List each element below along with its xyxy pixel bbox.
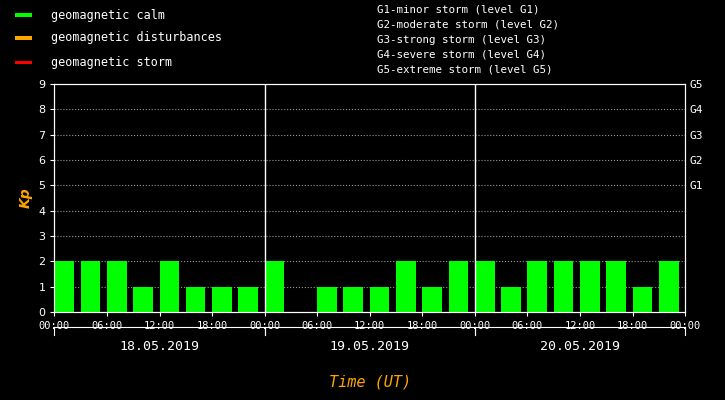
Bar <box>370 287 389 312</box>
Bar <box>501 287 521 312</box>
Bar <box>14 14 33 17</box>
Bar <box>659 261 679 312</box>
Bar <box>527 261 547 312</box>
Text: 20.05.2019: 20.05.2019 <box>540 340 620 352</box>
Text: Time (UT): Time (UT) <box>328 374 411 390</box>
Text: G2-moderate storm (level G2): G2-moderate storm (level G2) <box>377 19 559 29</box>
Text: geomagnetic disturbances: geomagnetic disturbances <box>51 32 222 44</box>
Text: G3-strong storm (level G3): G3-strong storm (level G3) <box>377 34 546 44</box>
Bar <box>632 287 653 312</box>
Text: G5-extreme storm (level G5): G5-extreme storm (level G5) <box>377 65 552 75</box>
Bar <box>475 261 494 312</box>
Y-axis label: Kp: Kp <box>19 188 33 208</box>
Bar <box>133 287 153 312</box>
Bar <box>580 261 600 312</box>
Text: G4-severe storm (level G4): G4-severe storm (level G4) <box>377 50 546 60</box>
Bar <box>344 287 363 312</box>
Bar <box>265 261 284 312</box>
Text: 19.05.2019: 19.05.2019 <box>330 340 410 352</box>
Bar <box>160 261 179 312</box>
Bar <box>554 261 573 312</box>
Bar <box>14 36 33 40</box>
Bar <box>606 261 626 312</box>
Bar <box>186 287 205 312</box>
Bar <box>107 261 127 312</box>
Text: G1-minor storm (level G1): G1-minor storm (level G1) <box>377 4 539 14</box>
Text: geomagnetic storm: geomagnetic storm <box>51 56 172 69</box>
Text: geomagnetic calm: geomagnetic calm <box>51 9 165 22</box>
Bar <box>449 261 468 312</box>
Bar <box>239 287 258 312</box>
Bar <box>14 61 33 64</box>
Text: 18.05.2019: 18.05.2019 <box>120 340 199 352</box>
Bar <box>422 287 442 312</box>
Bar <box>317 287 337 312</box>
Bar <box>396 261 415 312</box>
Bar <box>212 287 232 312</box>
Bar <box>80 261 100 312</box>
Bar <box>54 261 74 312</box>
